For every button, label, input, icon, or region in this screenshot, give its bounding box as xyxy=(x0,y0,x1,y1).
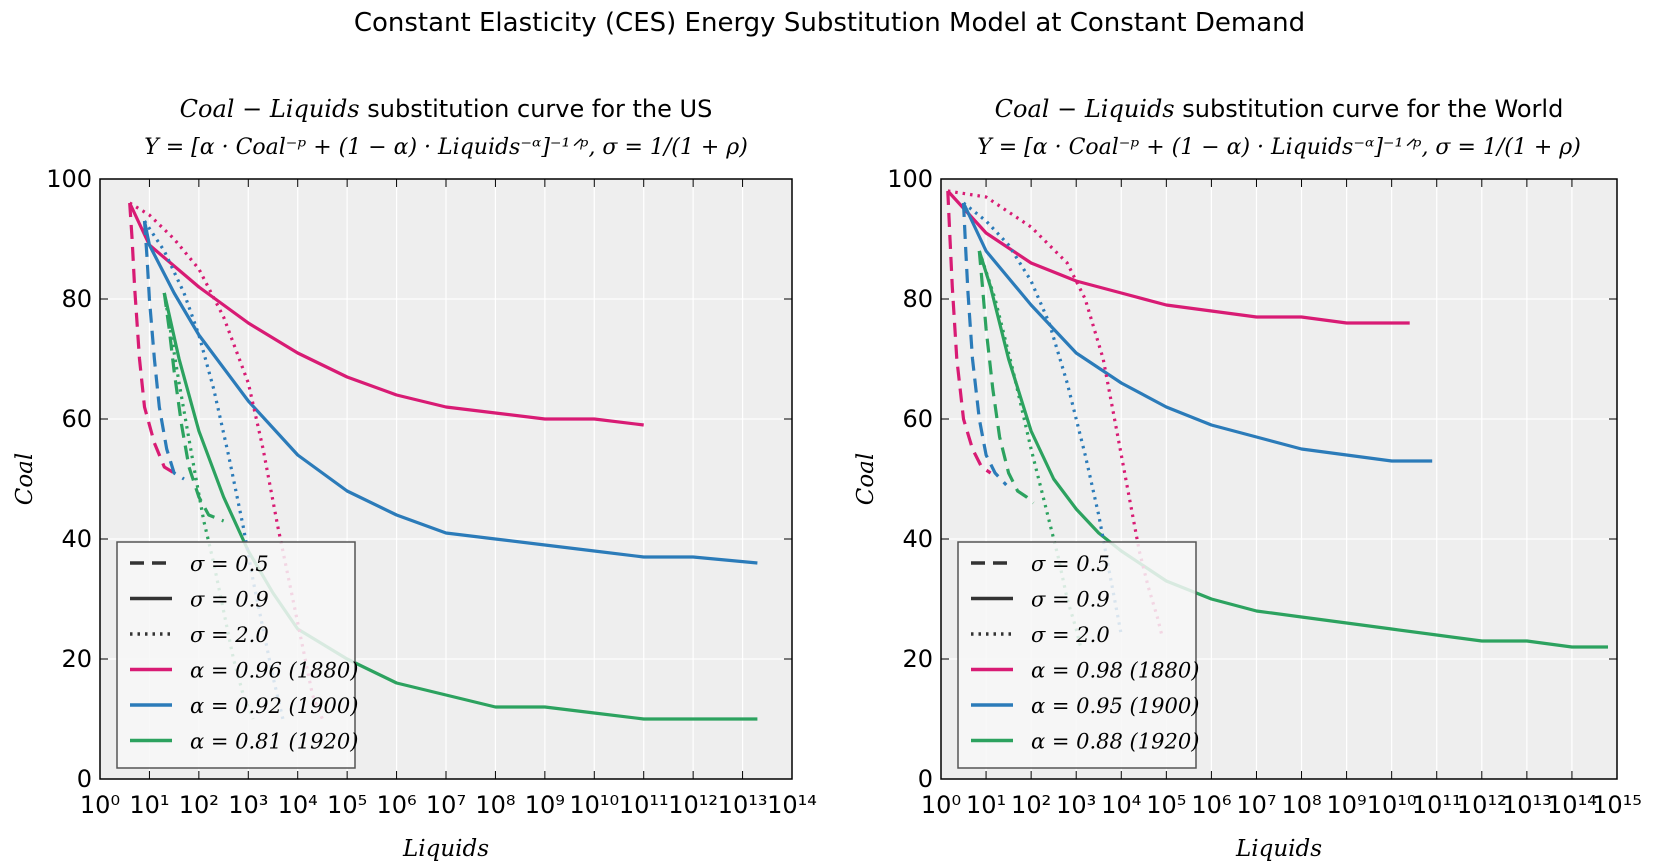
x-tick-label: 10⁸ xyxy=(1281,791,1321,819)
series-line-dashed-5 xyxy=(961,202,1008,487)
legend: σ = 0.5 σ = 0.9 σ = 2.0 α = 0.98 (1880) α = … xyxy=(957,541,1199,769)
y-tick-label: 40 xyxy=(902,525,933,553)
legend-label: α = 0.81 (1920) xyxy=(190,730,358,754)
legend-box xyxy=(116,541,356,769)
x-tick-label: 10¹⁰ xyxy=(1367,791,1417,819)
series-line-solid-1 xyxy=(128,202,644,427)
series-line-solid-3 xyxy=(977,250,1608,649)
y-tick-label: 20 xyxy=(61,645,92,673)
x-tick-label: 10¹¹ xyxy=(1412,791,1462,819)
legend-label: σ = 0.9 xyxy=(1031,588,1110,612)
chart-subtitle-formula: Y = [α · Coal⁻ᵖ + (1 − α) · Liquids⁻ᵅ]⁻¹… xyxy=(977,135,1581,160)
legend-label: σ = 2.0 xyxy=(190,623,269,647)
y-tick-label: 20 xyxy=(902,645,933,673)
x-tick-label: 10¹⁵ xyxy=(1592,791,1642,819)
legend: σ = 0.5 σ = 0.9 σ = 2.0 α = 0.96 (1880) α = … xyxy=(116,541,358,769)
legend-label: α = 0.95 (1900) xyxy=(1031,694,1199,718)
chart-title-math: Coal − Liquids xyxy=(180,95,360,123)
x-axis-label: Liquids xyxy=(1235,836,1322,862)
x-tick-label: 10⁵ xyxy=(1146,791,1186,819)
y-tick-label: 0 xyxy=(918,765,933,793)
x-tick-label: 10⁷ xyxy=(1236,791,1276,819)
x-tick-label: 10¹² xyxy=(668,791,718,819)
x-tick-label: 10⁶ xyxy=(376,791,416,819)
y-axis-label: Coal xyxy=(12,453,38,506)
x-tick-label: 10¹⁴ xyxy=(1547,791,1597,819)
figure-title: Constant Elasticity (CES) Energy Substit… xyxy=(353,8,1306,38)
y-tick-label: 60 xyxy=(61,405,92,433)
x-tick-label: 10³ xyxy=(1056,791,1096,819)
x-tick-label: 10⁹ xyxy=(525,791,565,819)
x-tick-label: 10¹² xyxy=(1457,791,1507,819)
y-tick-label: 60 xyxy=(902,405,933,433)
y-tick-label: 100 xyxy=(887,165,933,193)
legend-box xyxy=(957,541,1197,769)
x-tick-label: 10³ xyxy=(228,791,268,819)
series-line-dashed-5 xyxy=(142,220,185,481)
legend-label: α = 0.96 (1880) xyxy=(190,659,358,683)
series-line-dotted-7 xyxy=(947,189,1164,636)
legend-label: σ = 2.0 xyxy=(1031,623,1110,647)
x-tick-label: 10⁸ xyxy=(475,791,515,819)
x-tick-label: 10² xyxy=(179,791,219,819)
x-tick-label: 10⁴ xyxy=(278,791,318,819)
x-tick-label: 10¹⁴ xyxy=(767,791,817,819)
y-tick-label: 80 xyxy=(902,285,933,313)
chart-title: Coal − Liquids substitution curve for th… xyxy=(995,95,1564,123)
x-axis-label: Liquids xyxy=(402,836,489,862)
x-tick-label: 10² xyxy=(1011,791,1051,819)
series-line-dashed-4 xyxy=(946,190,992,475)
chart-title-text: substitution curve for the US xyxy=(360,95,713,123)
x-tick-label: 10⁵ xyxy=(327,791,367,819)
series-line-solid-2 xyxy=(962,202,1433,463)
x-tick-label: 10⁰ xyxy=(921,791,961,819)
x-tick-label: 10⁴ xyxy=(1101,791,1141,819)
legend-label: σ = 0.5 xyxy=(1031,552,1110,576)
legend-label: α = 0.88 (1920) xyxy=(1031,730,1199,754)
x-tick-label: 10⁶ xyxy=(1191,791,1231,819)
series-line-solid-1 xyxy=(946,189,1410,325)
series-line-dotted-9 xyxy=(977,250,1083,648)
legend-label: α = 0.92 (1900) xyxy=(190,694,358,718)
y-tick-label: 0 xyxy=(77,765,92,793)
series-line-solid-3 xyxy=(162,292,758,721)
series-line-dashed-4 xyxy=(128,202,175,475)
series-line-dashed-6 xyxy=(977,250,1035,505)
y-axis-label: Coal xyxy=(853,453,879,506)
chart-title-text: substitution curve for the World xyxy=(1175,95,1564,123)
x-tick-label: 10¹⁰ xyxy=(569,791,619,819)
axes-frame xyxy=(940,178,1618,780)
y-tick-label: 40 xyxy=(61,525,92,553)
x-tick-label: 10¹¹ xyxy=(619,791,669,819)
x-tick-label: 10¹³ xyxy=(718,791,768,819)
y-tick-label: 80 xyxy=(61,285,92,313)
x-tick-label: 10⁹ xyxy=(1327,791,1367,819)
series-line-dashed-6 xyxy=(162,292,225,523)
x-tick-label: 10⁷ xyxy=(426,791,466,819)
x-tick-label: 10¹ xyxy=(129,791,169,819)
legend-label: α = 0.98 (1880) xyxy=(1031,659,1199,683)
x-tick-label: 10¹ xyxy=(966,791,1006,819)
chart-panel-2: 10⁰ 10¹ 10² 10³ 10⁴ 10⁵ 10⁶ 10⁷ 10⁸ 10⁹ 10¹⁰10¹¹10… xyxy=(853,95,1642,862)
chart-title-math: Coal − Liquids xyxy=(995,95,1175,123)
x-tick-label: 10¹³ xyxy=(1502,791,1552,819)
series-line-solid-2 xyxy=(142,220,758,565)
chart-panel-1: 10⁰ 10¹ 10² 10³ 10⁴ 10⁵ 10⁶ 10⁷ 10⁸ 10⁹ 10¹⁰ 10¹¹ 10… xyxy=(12,95,817,862)
chart-subtitle-formula: Y = [α · Coal⁻ᵖ + (1 − α) · Liquids⁻ᵅ]⁻¹… xyxy=(144,135,748,160)
y-tick-label: 100 xyxy=(46,165,92,193)
legend-label: σ = 0.5 xyxy=(190,552,269,576)
x-tick-label: 10⁰ xyxy=(80,791,120,819)
legend-label: σ = 0.9 xyxy=(190,588,269,612)
chart-title: Coal − Liquids substitution curve for th… xyxy=(180,95,713,123)
